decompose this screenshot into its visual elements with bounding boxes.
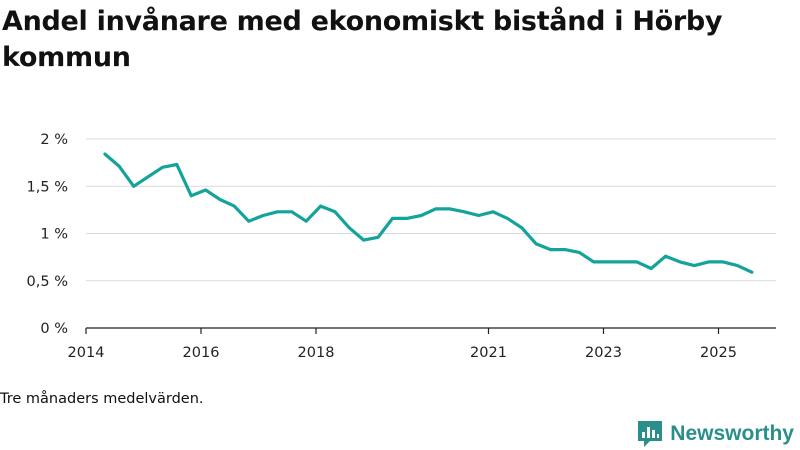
series-layer [103,152,754,274]
grid-lines [86,138,776,282]
data-point [506,216,509,220]
data-point [491,210,495,214]
y-tick-label: 0 % [40,321,68,337]
data-point [204,188,208,192]
x-tick-label: 2021 [470,345,507,361]
data-point [333,210,337,214]
y-tick-label: 1 % [40,227,68,243]
data-point [362,238,366,242]
data-point [405,216,409,220]
data-point [276,210,279,214]
data-point [678,260,682,264]
x-axis: 2014 2016 2018 2021 2023 2025 [68,327,776,361]
data-point [304,219,308,223]
x-tick-label: 2025 [700,345,737,361]
data-point [419,214,423,217]
data-point [534,242,538,246]
data-point [606,260,610,264]
data-point [750,270,754,274]
footnote: Tre månaders medelvärden. [0,391,204,407]
brand-name: Newsworthy [670,422,794,445]
data-point [261,214,265,217]
data-point [649,267,653,270]
data-point [232,204,236,208]
data-point [391,216,394,220]
data-point [347,226,351,230]
y-tick-label: 1,5 % [27,179,68,195]
data-point [664,254,667,258]
data-point [161,165,164,169]
data-point [736,264,739,268]
y-axis: 0 % 0,5 % 1 % 1,5 % 2 % [27,132,68,337]
data-point [319,204,322,208]
data-point [692,264,696,268]
y-tick-label: 2 % [40,132,68,148]
data-point [189,194,193,198]
x-tick-label: 2018 [298,345,335,361]
data-point [621,260,624,264]
y-tick-label: 0,5 % [27,274,68,290]
data-point [290,210,294,214]
data-point [448,207,452,211]
data-point [218,198,222,201]
data-point [577,251,581,254]
series-line [103,152,754,274]
data-point [635,260,639,264]
chart-title: Andel invånare med ekonomiskt bistånd i … [2,6,723,73]
x-tick-label: 2014 [68,345,105,361]
data-point [549,248,552,251]
data-point [520,226,524,230]
data-point [132,184,136,188]
data-point [462,210,466,214]
x-tick-label: 2016 [183,345,220,361]
data-point [434,207,437,211]
data-point [376,235,380,239]
data-point [477,214,481,217]
brand-logo[interactable]: Newsworthy [636,419,794,449]
data-point [175,163,179,166]
data-point [103,152,107,156]
data-point [247,219,251,223]
data-point [721,260,725,264]
data-point [592,260,596,264]
data-point [563,248,567,251]
newsworthy-logo-icon [638,421,663,447]
data-point [117,165,121,168]
data-point [707,260,711,264]
x-tick-label: 2023 [585,345,622,361]
data-point [146,175,150,179]
